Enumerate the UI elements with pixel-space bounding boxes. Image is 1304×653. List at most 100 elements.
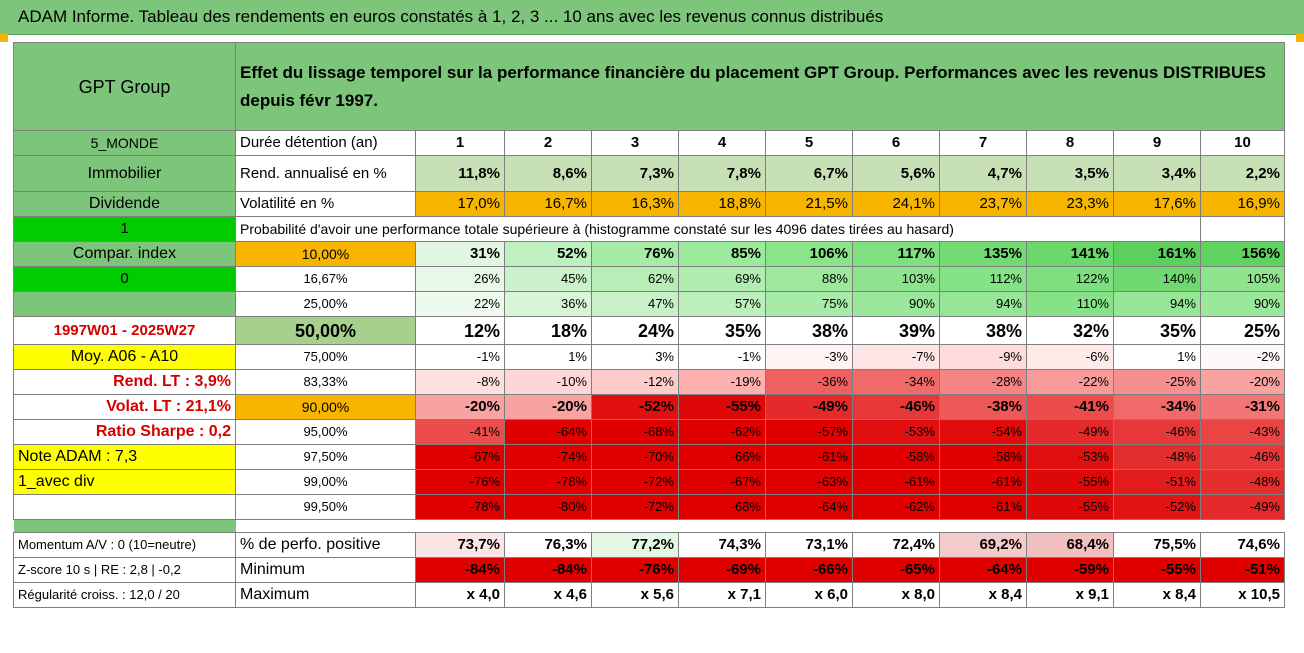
- quantile-value: -54%: [939, 419, 1027, 445]
- quantile-value: -34%: [852, 369, 940, 395]
- max-value: x 8,4: [939, 582, 1027, 608]
- quantile-value: -61%: [939, 469, 1027, 495]
- quantile-value: -61%: [852, 469, 940, 495]
- quantile-value: -46%: [1200, 444, 1285, 470]
- quantile-value: 76%: [591, 241, 679, 267]
- quantile-value: -20%: [504, 394, 592, 420]
- quantile-label: 10,00%: [235, 241, 416, 267]
- vol-value: 23,3%: [1026, 191, 1114, 217]
- quantile-value: 57%: [678, 291, 766, 317]
- quantile-value: -51%: [1113, 469, 1201, 495]
- min-value: -84%: [415, 557, 505, 583]
- year-header: 9: [1113, 130, 1201, 156]
- dividend-label: Dividende: [13, 191, 236, 217]
- quantile-value: 38%: [939, 316, 1027, 345]
- quantile-value: -62%: [678, 419, 766, 445]
- quantile-value: -20%: [1200, 369, 1285, 395]
- quantile-value: 35%: [1113, 316, 1201, 345]
- quantile-value: 32%: [1026, 316, 1114, 345]
- quantile-value: 31%: [415, 241, 505, 267]
- quantile-value: -57%: [765, 419, 853, 445]
- pos-value: 68,4%: [1026, 532, 1114, 558]
- min-value: -65%: [852, 557, 940, 583]
- year-header: 6: [852, 130, 940, 156]
- min-value: -51%: [1200, 557, 1285, 583]
- quantile-value: -52%: [591, 394, 679, 420]
- quantile-value: -48%: [1200, 469, 1285, 495]
- empty-cell: [13, 494, 236, 520]
- quantile-value: 161%: [1113, 241, 1201, 267]
- quantile-label: 75,00%: [235, 344, 416, 370]
- rend-value: 3,5%: [1026, 155, 1114, 192]
- pos-value: 75,5%: [1113, 532, 1201, 558]
- quantile-value: 103%: [852, 266, 940, 292]
- quantile-value: 105%: [1200, 266, 1285, 292]
- quantile-value: -8%: [415, 369, 505, 395]
- quantile-value: 47%: [591, 291, 679, 317]
- quantile-value: -61%: [939, 494, 1027, 520]
- vol-value: 24,1%: [852, 191, 940, 217]
- quantile-value: -28%: [939, 369, 1027, 395]
- year-header: 7: [939, 130, 1027, 156]
- rend-value: 6,7%: [765, 155, 853, 192]
- quantile-value: 90%: [1200, 291, 1285, 317]
- quantile-value: 75%: [765, 291, 853, 317]
- max-value: x 10,5: [1200, 582, 1285, 608]
- max-value: x 4,0: [415, 582, 505, 608]
- rend-lt-label: Rend. LT : 3,9%: [13, 369, 236, 395]
- empty-cell: [1200, 216, 1285, 242]
- separator-green: [13, 519, 236, 533]
- pos-value: 74,3%: [678, 532, 766, 558]
- empty-cell: [1113, 216, 1201, 242]
- quantile-label: 97,50%: [235, 444, 416, 470]
- rend-value: 5,6%: [852, 155, 940, 192]
- sharpe-label: Ratio Sharpe : 0,2: [13, 419, 236, 445]
- max-value: x 6,0: [765, 582, 853, 608]
- pos-value: 73,1%: [765, 532, 853, 558]
- min-value: -69%: [678, 557, 766, 583]
- company-name: GPT Group: [13, 42, 236, 131]
- max-label: Maximum: [235, 582, 416, 608]
- quantile-value: 140%: [1113, 266, 1201, 292]
- year-header: 3: [591, 130, 679, 156]
- quantile-label: 95,00%: [235, 419, 416, 445]
- quantile-value: 18%: [504, 316, 592, 345]
- quantile-value: -41%: [415, 419, 505, 445]
- quantile-value: -64%: [504, 419, 592, 445]
- quantile-value: 36%: [504, 291, 592, 317]
- one-flag: 1: [13, 216, 236, 242]
- regularite-label: Régularité croiss. : 12,0 / 20: [13, 582, 236, 608]
- compar-index-label: Compar. index: [13, 241, 236, 267]
- probability-label: Probabilité d'avoir une performance tota…: [235, 216, 1114, 242]
- quantile-value: -68%: [678, 494, 766, 520]
- quantile-value: 39%: [852, 316, 940, 345]
- quantile-label: 83,33%: [235, 369, 416, 395]
- quantile-value: -66%: [678, 444, 766, 470]
- quantile-value: 3%: [591, 344, 679, 370]
- quantile-value: -25%: [1113, 369, 1201, 395]
- quantile-value: -31%: [1200, 394, 1285, 420]
- duration-label: Durée détention (an): [235, 130, 416, 156]
- quantile-value: -67%: [678, 469, 766, 495]
- quantile-value: -41%: [1026, 394, 1114, 420]
- year-header: 8: [1026, 130, 1114, 156]
- pos-value: 74,6%: [1200, 532, 1285, 558]
- quantile-value: -67%: [415, 444, 505, 470]
- quantile-value: -49%: [765, 394, 853, 420]
- region-label: 5_MONDE: [13, 130, 236, 156]
- quantile-value: 141%: [1026, 241, 1114, 267]
- empty-green-cell: [13, 291, 236, 317]
- quantile-value: -6%: [1026, 344, 1114, 370]
- quantile-value: -2%: [1200, 344, 1285, 370]
- quantile-value: 69%: [678, 266, 766, 292]
- quantile-value: 112%: [939, 266, 1027, 292]
- momentum-label: Momentum A/V : 0 (10=neutre): [13, 532, 236, 558]
- corner-marker-right: [1296, 34, 1304, 42]
- quantile-value: -53%: [852, 419, 940, 445]
- year-header: 5: [765, 130, 853, 156]
- quantile-value: -61%: [765, 444, 853, 470]
- quantile-value: -55%: [1026, 494, 1114, 520]
- vol-value: 21,5%: [765, 191, 853, 217]
- min-value: -64%: [939, 557, 1027, 583]
- quantile-value: -20%: [415, 394, 505, 420]
